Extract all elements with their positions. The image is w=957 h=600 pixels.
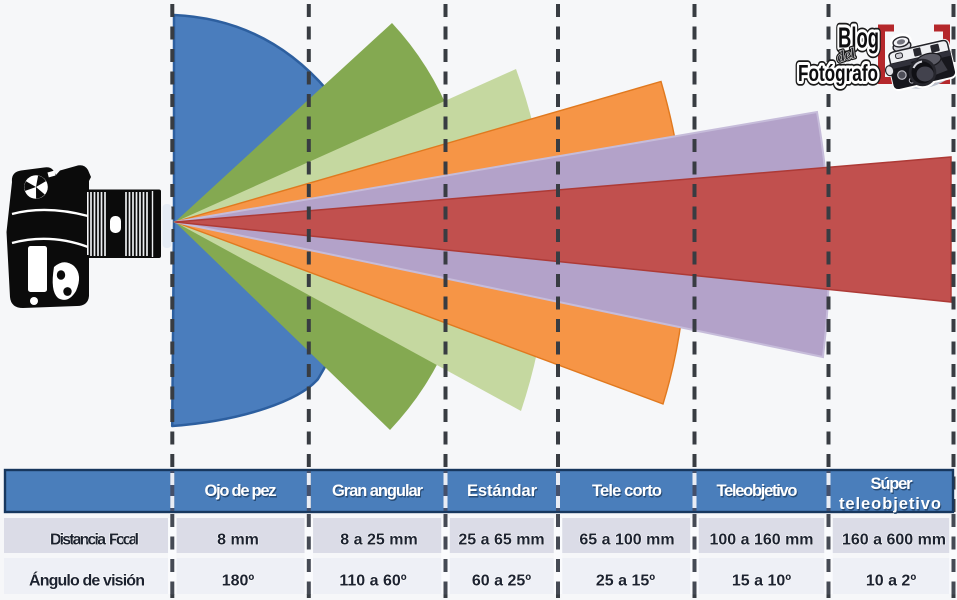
- svg-text:Ángulo de visión: Ángulo de visión: [29, 571, 145, 590]
- svg-text:Fotógrafo: Fotógrafo: [798, 60, 878, 86]
- svg-text:Gran angular: Gran angular: [333, 483, 425, 501]
- svg-text:8 a 25 mm: 8 a 25 mm: [340, 532, 417, 549]
- svg-text:Estándar: Estándar: [468, 483, 539, 501]
- svg-text:Gran angular: Gran angular: [332, 482, 424, 500]
- svg-text:Tele corto: Tele corto: [592, 482, 662, 500]
- svg-text:Blog: Blog: [838, 23, 879, 55]
- svg-text:Blog: Blog: [838, 23, 879, 55]
- svg-text:Fotógrafo: Fotógrafo: [798, 60, 878, 86]
- svg-text:10 a 2º: 10 a 2º: [866, 573, 916, 590]
- svg-text:100 a 160 mm: 100 a 160 mm: [709, 532, 813, 549]
- svg-text:Ojo de pez: Ojo de pez: [206, 483, 278, 501]
- svg-text:15 a 10º: 15 a 10º: [732, 573, 791, 590]
- svg-text:Teleobjetivo: Teleobjetivo: [718, 483, 799, 501]
- svg-text:160 a 600 mm: 160 a 600 mm: [842, 532, 946, 549]
- svg-text:Estándar: Estándar: [467, 482, 538, 500]
- svg-text:del: del: [835, 45, 858, 66]
- svg-text:60 a 25º: 60 a 25º: [472, 573, 531, 590]
- svg-text:65 a 100 mm: 65 a 100 mm: [579, 532, 674, 549]
- svg-text:25 a 15º: 25 a 15º: [596, 573, 655, 590]
- svg-text:110 a 60º: 110 a 60º: [339, 573, 406, 590]
- svg-text:Ojo de pez: Ojo de pez: [205, 482, 277, 500]
- svg-text:Focal: Focal: [109, 532, 139, 549]
- svg-text:Tele corto: Tele corto: [593, 483, 663, 501]
- svg-text:Distancia: Distancia: [50, 532, 106, 549]
- svg-text:teleobjetivo: teleobjetivo: [840, 496, 942, 514]
- svg-text:teleobjetivo: teleobjetivo: [839, 495, 941, 513]
- svg-text:25 a 65 mm: 25 a 65 mm: [458, 532, 544, 549]
- svg-text:Súper: Súper: [872, 476, 915, 494]
- svg-text:8 mm: 8 mm: [217, 532, 259, 549]
- svg-text:Teleobjetivo: Teleobjetivo: [717, 482, 798, 500]
- svg-text:Súper: Súper: [871, 475, 914, 493]
- svg-text:180º: 180º: [222, 573, 255, 590]
